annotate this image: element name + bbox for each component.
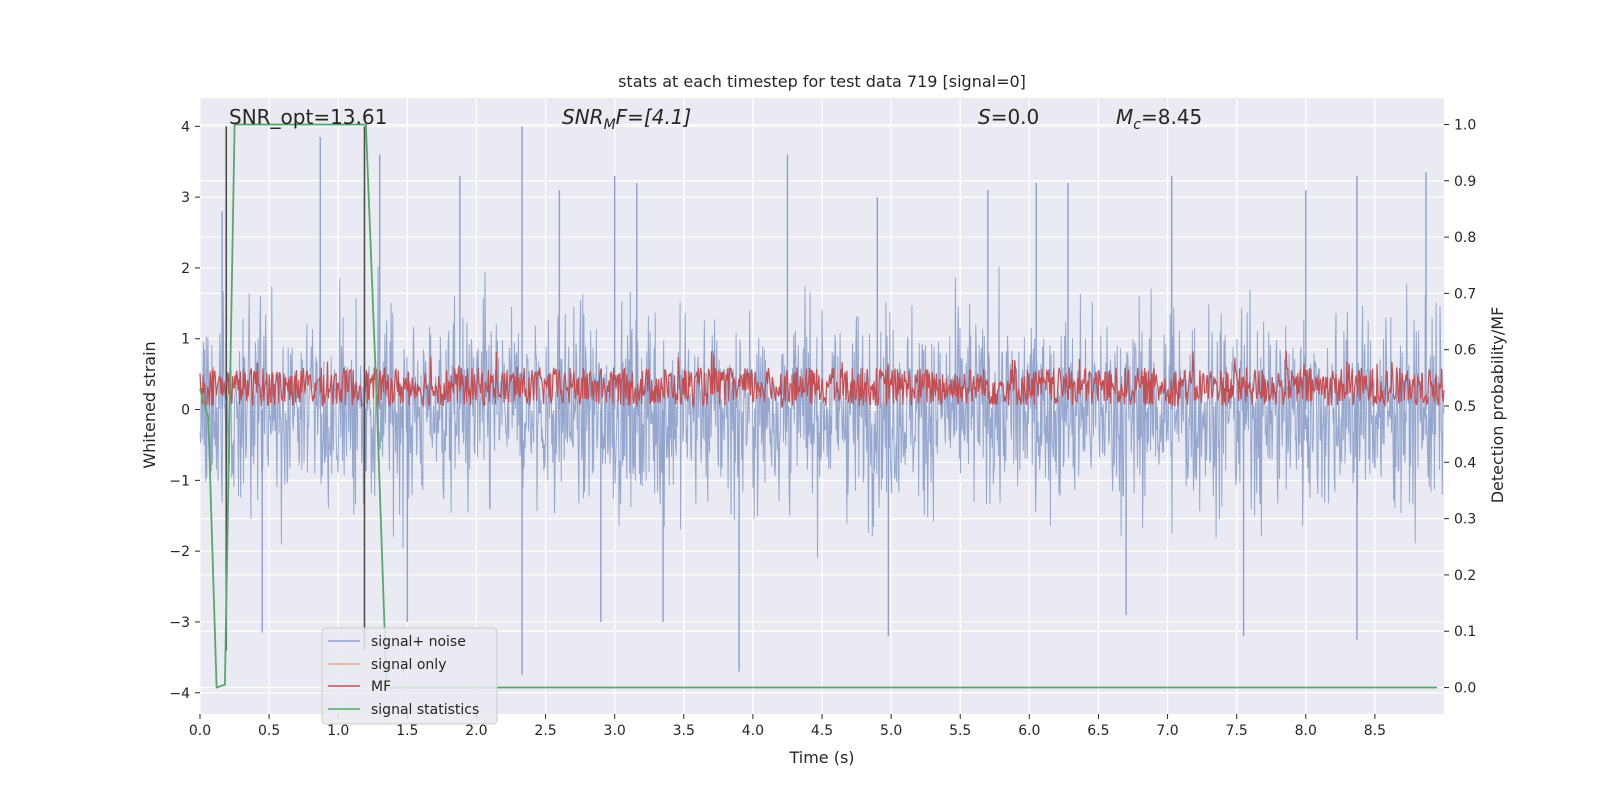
x-tick-label: 0.5 — [258, 723, 280, 739]
x-axis-ticks: 0.0 0.5 1.0 1.5 2.0 2.5 3.0 3.5 4.0 4.5 5.0 5.5 6.0 6… — [189, 714, 1386, 739]
snr-mf-annotation: SNRMF=[4.1] — [562, 105, 691, 133]
y2-tick-label: 0.5 — [1454, 399, 1476, 415]
y2-axis-label: Detection probability/MF — [1488, 307, 1507, 504]
mf-line — [199, 350, 1445, 408]
mf-series — [199, 350, 1445, 408]
x-tick-label: 7.0 — [1156, 723, 1178, 739]
signal-noise-line — [199, 266, 1445, 559]
chart-title: stats at each timestep for test data 719… — [618, 72, 1026, 91]
y2-tick-label: 0.7 — [1454, 286, 1476, 302]
y2-tick-label: 0.0 — [1454, 681, 1476, 697]
y-tick-label: −4 — [169, 686, 190, 702]
legend-box — [321, 627, 498, 725]
legend-label-signal-only: signal only — [371, 657, 446, 673]
s-annotation: S=0.0 — [978, 105, 1039, 129]
y2-tick-label: 0.8 — [1454, 230, 1476, 246]
x-tick-label: 3.0 — [604, 723, 626, 739]
x-axis-label: Time (s) — [788, 748, 854, 767]
y-axis-ticks: −4 −3 −2 −1 0 1 2 3 4 — [169, 119, 200, 702]
x-tick-label: 8.0 — [1295, 723, 1317, 739]
y2-tick-label: 0.4 — [1454, 455, 1476, 471]
signal-statistics-line — [199, 123, 1438, 689]
y2-tick-label: 1.0 — [1454, 117, 1476, 133]
y-tick-label: −1 — [169, 473, 190, 489]
x-tick-label: 4.0 — [742, 723, 764, 739]
x-tick-label: 5.0 — [880, 723, 902, 739]
y2-tick-label: 0.9 — [1454, 174, 1476, 190]
x-tick-label: 8.5 — [1364, 723, 1386, 739]
x-tick-label: 6.5 — [1087, 723, 1109, 739]
y2-axis-ticks: 0.0 0.1 0.2 0.3 0.4 0.5 0.6 0.7 0.8 0.9 1.0 — [1444, 117, 1476, 697]
x-tick-label: 7.5 — [1226, 723, 1248, 739]
y-tick-label: 0 — [181, 403, 190, 419]
y-tick-label: −3 — [169, 615, 190, 631]
y-tick-label: 1 — [181, 332, 190, 348]
y-tick-label: 4 — [181, 119, 190, 135]
y-tick-label: 2 — [181, 261, 190, 277]
y-axis-label: Whitened strain — [140, 341, 159, 468]
legend-label-mf: MF — [371, 679, 391, 695]
y-tick-label: 3 — [181, 190, 190, 206]
y2-tick-label: 0.3 — [1454, 512, 1476, 528]
legend-label-signal-noise: signal+ noise — [371, 634, 466, 650]
x-tick-label: 4.5 — [811, 723, 833, 739]
x-tick-label: 3.5 — [673, 723, 695, 739]
x-tick-label: 0.0 — [189, 723, 211, 739]
x-tick-label: 2.5 — [534, 723, 556, 739]
y2-tick-label: 0.6 — [1454, 343, 1476, 359]
x-tick-label: 2.0 — [465, 723, 487, 739]
x-tick-label: 1.5 — [396, 723, 418, 739]
legend-label-signal-statistics: signal statistics — [371, 702, 479, 718]
y-tick-label: −2 — [169, 544, 190, 560]
legend: signal+ noise signal only MF signal stat… — [321, 627, 498, 725]
x-tick-label: 5.5 — [949, 723, 971, 739]
x-tick-label: 1.0 — [327, 723, 349, 739]
mc-annotation: Mc=8.45 — [1116, 105, 1202, 133]
y2-tick-label: 0.1 — [1454, 624, 1476, 640]
snr-opt-annotation: SNR_opt=13.61 — [229, 105, 387, 129]
x-tick-label: 6.0 — [1018, 723, 1040, 739]
signal-statistics-series — [199, 123, 1438, 689]
y2-tick-label: 0.2 — [1454, 568, 1476, 584]
